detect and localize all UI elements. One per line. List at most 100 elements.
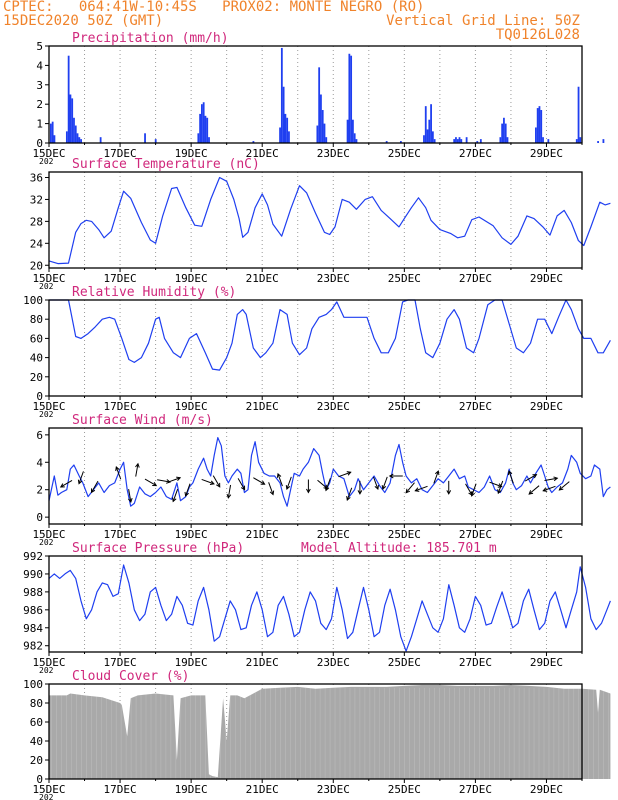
y-tick-label: 1 (36, 118, 43, 131)
y-tick-label: 20 (30, 754, 43, 767)
x-tick-label: 23DEC (317, 147, 350, 160)
x-tick-label: 17DEC (104, 147, 137, 160)
precip-bar (602, 139, 605, 143)
x-tick-label: 17DEC (104, 272, 137, 285)
y-tick-label: 0 (36, 390, 43, 403)
wind-arrow (157, 479, 172, 484)
x-tick-label: 21DEC (246, 783, 279, 796)
x-tick-label: 25DEC (388, 528, 421, 541)
wind-vectors (59, 462, 570, 503)
x-tick-label: 21DEC (246, 147, 279, 160)
precip-bar (320, 94, 322, 143)
precip-bar (431, 131, 434, 143)
wind-arrow (317, 479, 329, 490)
wind-x-axis: 15DEC 17DEC 19DEC 21DEC 23DEC 25DEC 27DEC 29DEC… (32, 524, 583, 547)
cloud-frame (48, 683, 583, 780)
y-tick-label: 20 (30, 371, 43, 384)
pressure-y-axis: 982 984 986 988 990 992 (23, 550, 49, 653)
x-tick-label: 19DEC (175, 147, 208, 160)
precip-bar (575, 139, 578, 143)
humidity-x-axis: 15DEC 17DEC 19DEC 21DEC 23DEC 25DEC 27DEC 29DEC… (32, 396, 583, 419)
cloud-panel: 0 20 40 60 80 100 15DEC 17DEC 19DEC 21DEC 23DEC 25D… (23, 669, 611, 800)
humidity-panel: 0 20 40 60 80 100 15DEC 17DEC 19DEC 21DEC 23DEC 25D… (23, 285, 611, 419)
precip-bar (67, 55, 70, 144)
x-tick-label: 27DEC (459, 656, 492, 669)
y-tick-label: 982 (23, 640, 43, 653)
humidity-grid (84, 300, 547, 396)
temperature-panel: 20 24 28 32 36 15DEC 17DEC 19DEC 21DEC 23DEC 25DEC… (30, 157, 611, 291)
y-tick-label: 40 (30, 352, 43, 365)
wind-arrow (528, 485, 540, 495)
wind-arrow (414, 485, 428, 492)
wind-arrow (346, 487, 353, 502)
pressure-panel: 982 984 986 988 990 992 15DEC 17DEC 19DEC 21DEC 23… (23, 541, 611, 675)
cloud-texture (51, 688, 609, 779)
x-tick-label: 25DEC (388, 783, 421, 796)
y-tick-label: 36 (30, 171, 43, 184)
precip-bar (353, 133, 356, 143)
precipitation-title: Precipitation (mm/h) (72, 31, 229, 46)
precip-bar (504, 123, 507, 143)
wind-arrow (59, 480, 73, 488)
x-tick-label: 21DEC (246, 272, 279, 285)
y-tick-label: 2 (36, 484, 43, 497)
wind-arrow (357, 480, 363, 495)
cloud-area (49, 685, 611, 779)
y-tick-label: 4 (36, 456, 43, 469)
wind-arrow (388, 473, 403, 479)
precip-bar (279, 127, 281, 143)
pressure-title: Surface Pressure (hPa) (72, 541, 244, 556)
x-tick-label: 27DEC (459, 272, 492, 285)
precip-bar (71, 98, 74, 143)
x-tick-label: 17DEC (104, 656, 137, 669)
x-tick-label: 17DEC (104, 400, 137, 413)
x-year-stub: 202 (39, 282, 54, 291)
wind-series-line (48, 437, 611, 507)
precip-bar (280, 47, 283, 143)
precip-bar (206, 117, 209, 143)
wind-arrow (127, 489, 133, 503)
precip-bar (316, 125, 319, 143)
y-tick-label: 80 (30, 697, 43, 710)
x-year-stub: 202 (39, 157, 54, 166)
precip-bar (76, 133, 79, 143)
x-tick-label: 29DEC (530, 783, 563, 796)
wind-arrow (135, 462, 140, 477)
precip-bar (547, 139, 550, 143)
precip-bar (282, 86, 285, 143)
x-tick-label: 19DEC (175, 400, 208, 413)
cloud-y-axis: 0 20 40 60 80 100 (23, 678, 49, 786)
wind-arrow (201, 478, 215, 485)
x-tick-label: 15DEC (32, 528, 65, 541)
precip-bar (538, 106, 541, 143)
y-tick-label: 20 (30, 259, 43, 272)
x-tick-label: 21DEC (246, 528, 279, 541)
y-tick-label: 24 (30, 237, 44, 250)
precip-bar (399, 141, 402, 143)
precip-bar (503, 117, 505, 143)
wind-arrow (285, 476, 292, 491)
wind-arrow (489, 481, 503, 488)
precip-bar (455, 137, 457, 143)
wind-arrow (372, 476, 379, 491)
precip-bar (597, 141, 599, 143)
precip-bar (99, 137, 102, 143)
pressure-series-line (48, 564, 611, 652)
y-tick-label: 990 (23, 568, 43, 581)
x-tick-label: 27DEC (459, 147, 492, 160)
x-tick-label: 19DEC (175, 783, 208, 796)
precip-bar (355, 139, 358, 143)
x-tick-label: 23DEC (317, 656, 350, 669)
precip-bar (204, 115, 207, 143)
x-year-stub: 202 (39, 538, 54, 547)
x-tick-label: 25DEC (388, 272, 421, 285)
precip-bar (465, 137, 468, 143)
wind-arrow (237, 478, 246, 491)
x-year-stub: 202 (39, 793, 54, 800)
precip-bar (286, 117, 289, 143)
precip-bar (542, 137, 544, 143)
precip-bar (252, 141, 255, 143)
temperature-series-line (48, 176, 611, 265)
precip-bar (423, 135, 425, 143)
precipitation-panel: 0 1 2 3 4 5 15DEC 17DEC 19DEC 21DEC 23DEC 25DEC 27DE… (32, 31, 605, 166)
